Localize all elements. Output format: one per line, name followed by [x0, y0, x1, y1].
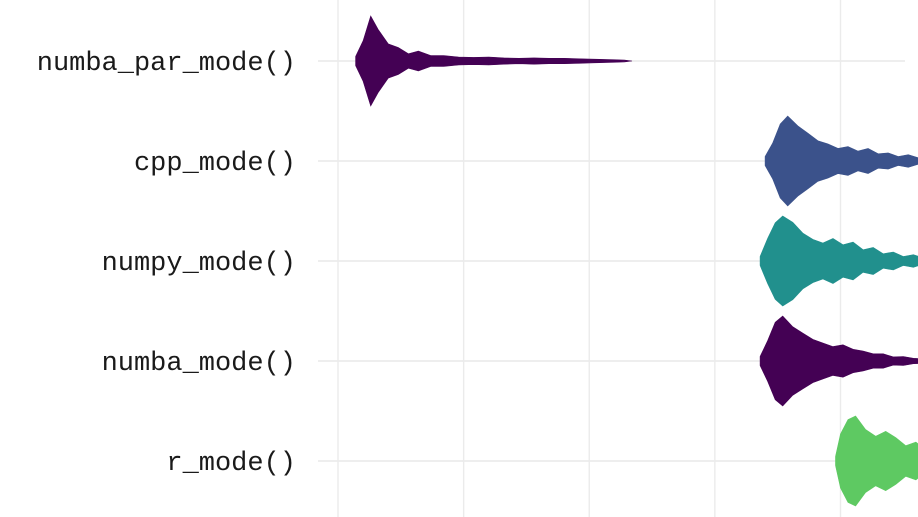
y-tick-label: cpp_mode() [134, 149, 296, 179]
y-tick-label: r_mode() [166, 449, 296, 479]
violins [355, 15, 918, 507]
category-labels: numba_par_mode() cpp_mode() numpy_mode()nu… [37, 49, 296, 479]
violin-numba-mode [759, 315, 918, 407]
y-tick-label: numba_par_mode() [37, 49, 296, 79]
violin-r-mode [835, 415, 918, 507]
violin-numba-par-mode [355, 15, 633, 107]
y-tick-label: numpy_mode() [102, 249, 296, 279]
y-tick-label: numba_mode() [102, 349, 296, 379]
violin-numpy-mode [759, 215, 918, 307]
violin-cpp-mode [764, 115, 918, 207]
